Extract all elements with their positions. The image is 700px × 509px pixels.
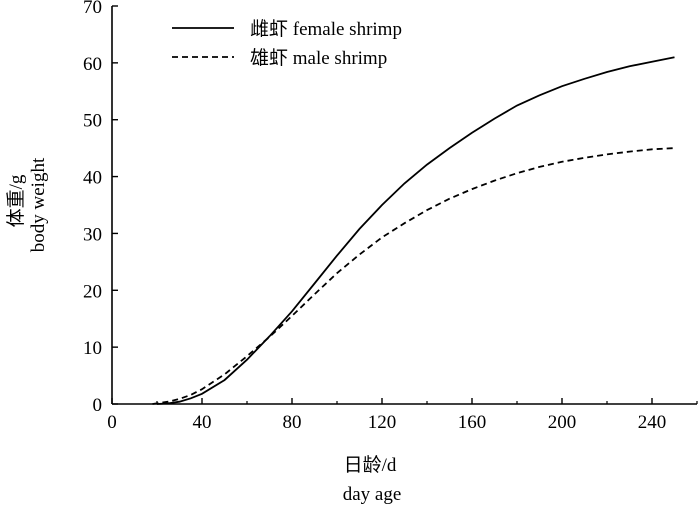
x-axis-label-line1: 日龄/d xyxy=(344,454,397,476)
chart-legend: 雌虾 female shrimp 雄虾 male shrimp xyxy=(172,18,402,69)
chart-series-lines xyxy=(152,56,675,405)
x-tick-label: 200 xyxy=(548,412,577,433)
x-axis-label-line2: day age xyxy=(343,484,402,505)
chart-ticks: 0 40 80 120 160 200 240 0 10 20 30 40 50 60 70 xyxy=(83,0,698,433)
legend-label-female: 雌虾 female shrimp xyxy=(250,18,402,40)
series-line-female xyxy=(156,56,675,405)
legend-label-male: 雄虾 male shrimp xyxy=(250,47,387,69)
series-line-male xyxy=(152,147,675,405)
x-tick-label: 80 xyxy=(283,412,302,433)
x-tick-label: 240 xyxy=(638,412,667,433)
y-tick-label: 10 xyxy=(83,338,102,359)
x-tick-label: 40 xyxy=(193,412,212,433)
y-tick-label: 30 xyxy=(83,224,102,245)
y-tick-label: 60 xyxy=(83,54,102,75)
x-tick-label: 120 xyxy=(368,412,397,433)
x-tick-label: 0 xyxy=(107,412,117,433)
chart-axes xyxy=(111,6,697,405)
y-tick-label: 50 xyxy=(83,111,102,132)
y-tick-label: 0 xyxy=(93,395,103,416)
y-tick-label: 40 xyxy=(83,168,102,189)
y-axis-label-line2: body weight xyxy=(28,157,49,252)
x-tick-label: 160 xyxy=(458,412,487,433)
y-tick-label: 20 xyxy=(83,281,102,302)
y-tick-label: 70 xyxy=(83,0,102,18)
y-axis-label-line1: 体重/g xyxy=(5,174,27,227)
